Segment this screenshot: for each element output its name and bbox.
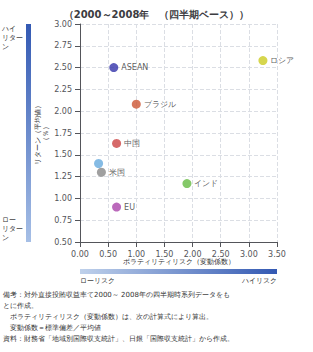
svg-text:0.50: 0.50 bbox=[99, 250, 117, 259]
svg-text:2.00: 2.00 bbox=[54, 107, 72, 116]
svg-text:とに作成。: とに作成。 bbox=[3, 302, 38, 310]
svg-text:1.25: 1.25 bbox=[54, 172, 72, 181]
svg-text:中国: 中国 bbox=[124, 139, 140, 148]
svg-text:（％）: （％） bbox=[42, 123, 50, 144]
svg-text:ロー: ロー bbox=[2, 216, 16, 224]
svg-text:ロシア: ロシア bbox=[270, 56, 294, 65]
svg-text:2.50: 2.50 bbox=[212, 250, 230, 259]
svg-text:1.50: 1.50 bbox=[156, 250, 174, 259]
svg-text:ン: ン bbox=[2, 234, 9, 242]
svg-text:米国: 米国 bbox=[109, 168, 125, 177]
svg-text:EU: EU bbox=[124, 203, 135, 212]
svg-text:0.00: 0.00 bbox=[71, 250, 89, 259]
svg-text:1.00: 1.00 bbox=[127, 250, 145, 259]
svg-text:2.25: 2.25 bbox=[54, 85, 72, 94]
svg-text:リター: リター bbox=[2, 34, 23, 42]
svg-text:ローリスク: ローリスク bbox=[80, 277, 115, 285]
svg-text:ASEAN: ASEAN bbox=[121, 63, 148, 72]
svg-text:0.75: 0.75 bbox=[54, 216, 72, 225]
svg-text:1.50: 1.50 bbox=[54, 150, 72, 159]
svg-text:ボラティリティリスク（変動係数）は、次の計算式により算出。: ボラティリティリスク（変動係数）は、次の計算式により算出。 bbox=[3, 313, 213, 321]
svg-text:0.50: 0.50 bbox=[54, 238, 72, 247]
svg-text:1.00: 1.00 bbox=[54, 194, 72, 203]
svg-text:変動係数＝標準偏差／平均値: 変動係数＝標準偏差／平均値 bbox=[3, 324, 101, 332]
svg-text:ボラティリティリスク（変動係数）: ボラティリティリスク（変動係数） bbox=[123, 258, 235, 266]
svg-text:2.75: 2.75 bbox=[54, 41, 72, 50]
svg-text:ン: ン bbox=[2, 43, 9, 51]
svg-text:備考：対外直接投賄収益率て2000～ 2008年の四半期時系: 備考：対外直接投賄収益率て2000～ 2008年の四半期時系列データをも bbox=[3, 291, 230, 299]
svg-text:リターン（平均値）: リターン（平均値） bbox=[34, 102, 42, 165]
svg-text:ハイリスク: ハイリスク bbox=[241, 277, 277, 285]
svg-text:ハイ: ハイ bbox=[1, 25, 16, 33]
svg-text:3.00: 3.00 bbox=[240, 250, 258, 259]
svg-text:2.50: 2.50 bbox=[54, 63, 72, 72]
svg-text:2.00: 2.00 bbox=[184, 250, 202, 259]
svg-text:1.75: 1.75 bbox=[54, 129, 72, 138]
svg-text:3.00: 3.00 bbox=[54, 20, 72, 29]
svg-text:資料：財務省「地域別国際収支統計」、日銀「国際収支統計」から: 資料：財務省「地域別国際収支統計」、日銀「国際収支統計」から作成。 bbox=[3, 335, 234, 343]
svg-text:3.50: 3.50 bbox=[268, 250, 286, 259]
svg-text:（2000～2008年 （四半期ベース））: （2000～2008年 （四半期ベース）） bbox=[64, 9, 250, 20]
svg-text:リター: リター bbox=[2, 225, 23, 233]
svg-text:ブラジル: ブラジル bbox=[144, 100, 176, 109]
svg-text:インド: インド bbox=[194, 179, 218, 188]
